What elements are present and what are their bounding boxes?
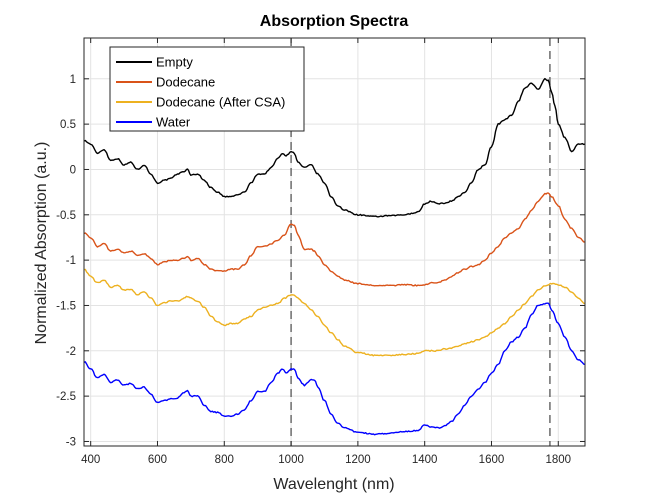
series-line-dodecane (83, 192, 586, 287)
y-tick-label: 1 (70, 74, 76, 86)
y-tick-label: 0 (70, 164, 76, 176)
axes-frame (83, 37, 586, 447)
legend-label: Empty (156, 55, 193, 70)
y-tick-label: -0.5 (56, 210, 76, 222)
y-tick-label: -2.5 (56, 391, 76, 403)
y-tick-label: -3 (66, 436, 76, 448)
y-tick-label: -2 (66, 346, 76, 358)
x-axis-ticks: 400 600 800 1000 1200 1400 1600 1800 (81, 38, 571, 466)
series-line-water (83, 302, 586, 436)
legend: Empty Dodecane Dodecane (After CSA) Water (109, 46, 305, 132)
x-tick-label: 800 (215, 454, 234, 466)
y-tick-label: -1.5 (56, 300, 76, 312)
x-axis-title: Wavelenght (nm) (273, 476, 394, 493)
legend-label: Dodecane (156, 75, 215, 90)
y-tick-label: -1 (66, 255, 76, 267)
series-line-dodecane-after-csa (83, 268, 586, 357)
series-line-empty (83, 77, 586, 218)
x-tick-label: 1200 (345, 454, 371, 466)
x-tick-label: 1800 (545, 454, 571, 466)
x-tick-label: 1600 (479, 454, 505, 466)
x-tick-label: 400 (81, 454, 100, 466)
x-tick-label: 1000 (278, 454, 304, 466)
y-axis-ticks: 1 0.5 0 -0.5 -1 -1.5 -2 -2.5 -3 (56, 74, 585, 448)
x-tick-label: 600 (148, 454, 167, 466)
legend-label: Dodecane (After CSA) (156, 95, 285, 110)
y-tick-label: 0.5 (60, 119, 76, 131)
legend-label: Water (156, 115, 191, 130)
y-axis-title: Normalized Absorption (a.u.) (33, 142, 50, 345)
x-tick-label: 1400 (412, 454, 438, 466)
series-group (83, 77, 586, 436)
chart-title: Absorption Spectra (260, 13, 409, 30)
